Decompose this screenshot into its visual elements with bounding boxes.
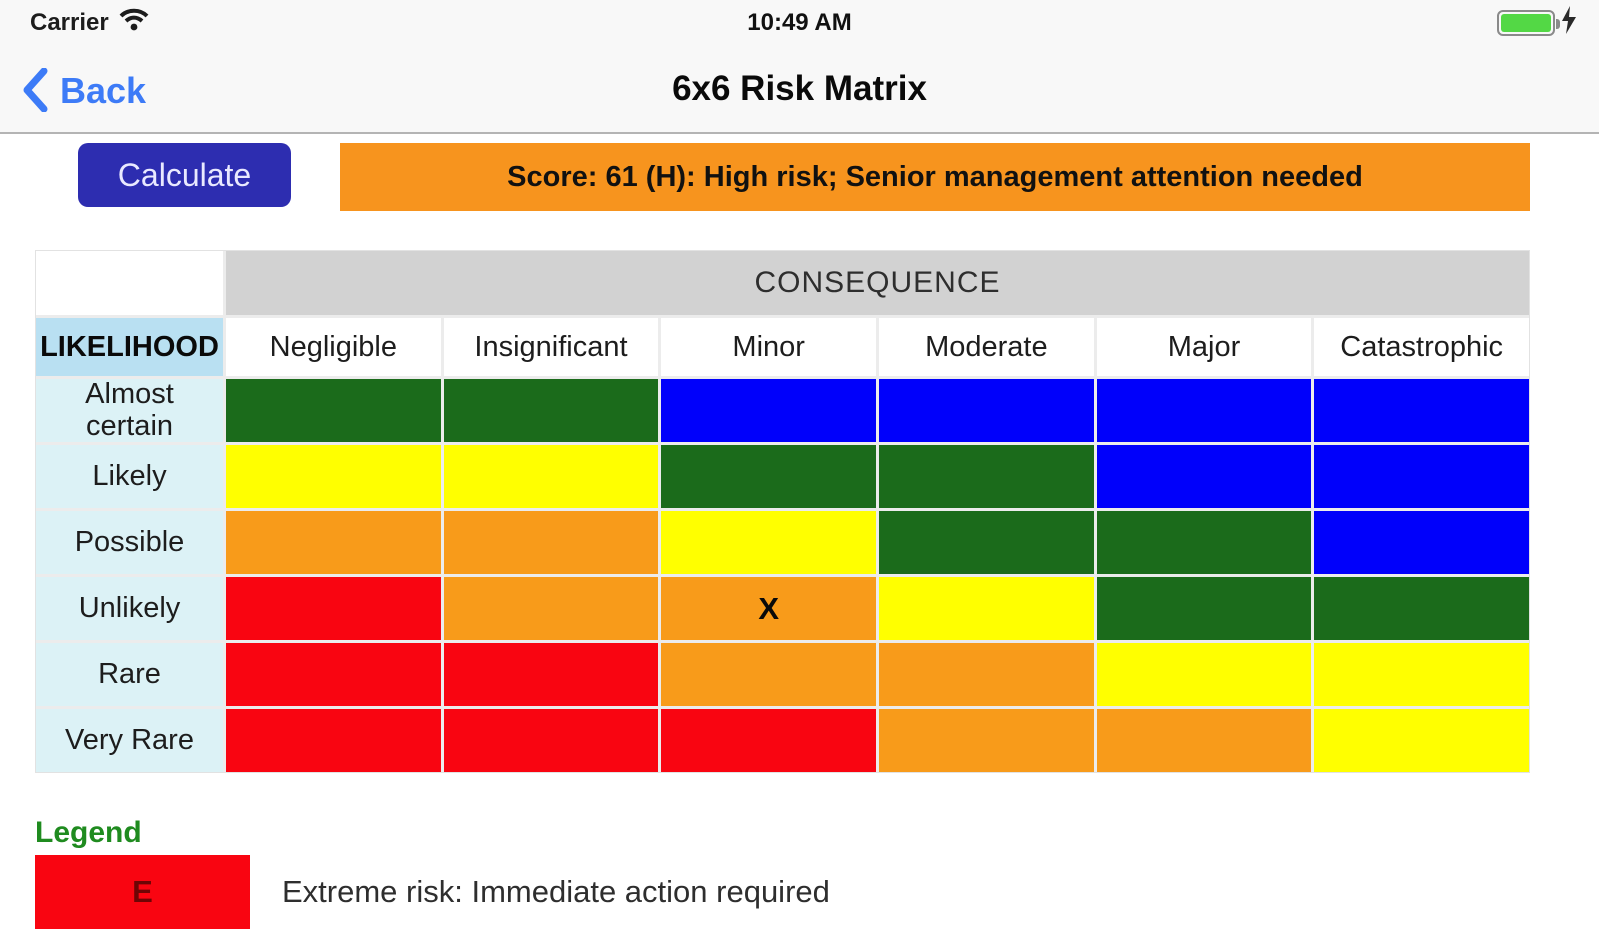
matrix-cell[interactable] xyxy=(879,709,1094,772)
page-title: 6x6 Risk Matrix xyxy=(672,69,927,108)
matrix-cell[interactable] xyxy=(879,577,1094,640)
status-left: Carrier xyxy=(30,0,149,45)
matrix-corner-cell xyxy=(36,251,223,315)
legend-text: Extreme risk: Immediate action required xyxy=(282,874,830,909)
matrix-cell[interactable] xyxy=(1314,709,1529,772)
score-banner: Score: 61 (H): High risk; Senior managem… xyxy=(340,143,1530,211)
legend-swatch: E xyxy=(35,855,250,929)
column-header-moderate: Moderate xyxy=(879,318,1094,376)
matrix-cell[interactable] xyxy=(443,709,659,772)
column-header-insignificant: Insignificant xyxy=(443,318,659,376)
matrix-cell[interactable] xyxy=(661,511,876,574)
matrix-cell[interactable] xyxy=(1314,643,1529,706)
legend-item: E Extreme risk: Immediate action required xyxy=(35,855,1530,929)
matrix-cell[interactable] xyxy=(661,445,876,508)
matrix-cell[interactable] xyxy=(879,643,1094,706)
legend-title: Legend xyxy=(35,816,142,849)
risk-matrix: CONSEQUENCE LIKELIHOOD Negligible Insignifi… xyxy=(35,250,1530,773)
row-label-likely: Likely xyxy=(36,445,223,508)
matrix-cell[interactable] xyxy=(1096,511,1312,574)
likelihood-header: LIKELIHOOD xyxy=(36,318,223,376)
back-chevron-icon xyxy=(22,67,48,115)
clock: 10:49 AM xyxy=(747,8,852,36)
matrix-cell[interactable] xyxy=(443,511,659,574)
matrix-cell[interactable] xyxy=(1314,511,1529,574)
matrix-cell[interactable] xyxy=(879,445,1094,508)
matrix-cell[interactable] xyxy=(1096,577,1312,640)
matrix-cell[interactable] xyxy=(226,511,441,574)
column-header-minor: Minor xyxy=(661,318,876,376)
matrix-cell[interactable] xyxy=(661,709,876,772)
matrix-cell[interactable] xyxy=(443,379,659,442)
matrix-cell[interactable] xyxy=(443,643,659,706)
matrix-cell[interactable] xyxy=(1096,445,1312,508)
matrix-cell-selected[interactable]: X xyxy=(661,577,876,640)
status-right xyxy=(1497,0,1577,45)
row-label-possible: Possible xyxy=(36,511,223,574)
matrix-cell[interactable] xyxy=(1314,445,1529,508)
navigation-bar: Back 6x6 Risk Matrix xyxy=(0,45,1599,134)
matrix-cell[interactable] xyxy=(226,709,441,772)
matrix-cell[interactable] xyxy=(879,511,1094,574)
matrix-cell[interactable] xyxy=(1096,709,1312,772)
matrix-cell[interactable] xyxy=(226,643,441,706)
matrix-cell[interactable] xyxy=(661,379,876,442)
matrix-cell[interactable] xyxy=(1314,379,1529,442)
matrix-cell[interactable] xyxy=(879,379,1094,442)
battery-icon xyxy=(1497,9,1560,36)
matrix-cell[interactable] xyxy=(1314,577,1529,640)
carrier-label: Carrier xyxy=(30,8,109,36)
matrix-cell[interactable] xyxy=(1096,379,1312,442)
row-label-very-rare: Very Rare xyxy=(36,709,223,772)
row-label-unlikely: Unlikely xyxy=(36,577,223,640)
matrix-cell[interactable] xyxy=(226,445,441,508)
matrix-cell[interactable] xyxy=(226,379,441,442)
charging-bolt-icon xyxy=(1561,6,1577,39)
column-header-negligible: Negligible xyxy=(226,318,441,376)
row-label-almost-certain: Almost certain xyxy=(36,378,223,442)
calculate-button[interactable]: Calculate xyxy=(78,143,291,207)
legend-list: E Extreme risk: Immediate action required xyxy=(35,855,1530,937)
column-header-major: Major xyxy=(1096,318,1312,376)
column-header-catastrophic: Catastrophic xyxy=(1314,318,1529,376)
back-button[interactable]: Back xyxy=(22,63,146,119)
matrix-cell[interactable] xyxy=(443,445,659,508)
consequence-header: CONSEQUENCE xyxy=(226,251,1529,315)
row-label-rare: Rare xyxy=(36,643,223,706)
back-label: Back xyxy=(60,70,147,111)
matrix-cell[interactable] xyxy=(443,577,659,640)
matrix-cell[interactable] xyxy=(661,643,876,706)
wifi-icon xyxy=(119,8,149,37)
matrix-cell[interactable] xyxy=(1096,643,1312,706)
status-bar: Carrier 10:49 AM xyxy=(0,0,1599,45)
matrix-cell[interactable] xyxy=(226,577,441,640)
